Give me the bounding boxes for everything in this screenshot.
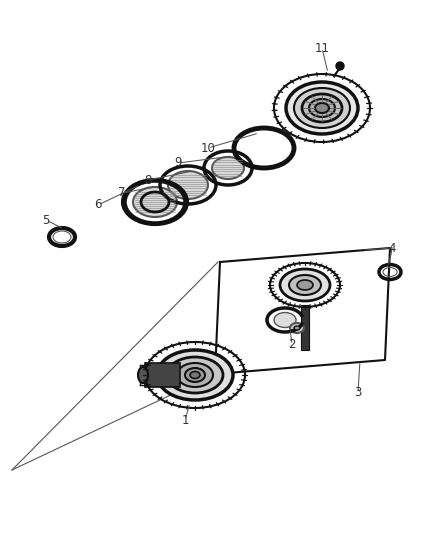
Ellipse shape — [294, 88, 350, 128]
Text: 9: 9 — [174, 157, 182, 169]
Ellipse shape — [168, 171, 208, 199]
Text: 5: 5 — [42, 214, 49, 227]
Text: 10: 10 — [201, 141, 215, 155]
Bar — [301, 305, 309, 350]
Text: 11: 11 — [314, 42, 329, 54]
Ellipse shape — [294, 326, 300, 330]
Ellipse shape — [280, 269, 330, 301]
Ellipse shape — [185, 368, 205, 382]
Ellipse shape — [212, 157, 244, 179]
Ellipse shape — [315, 103, 329, 113]
Circle shape — [336, 62, 344, 70]
Ellipse shape — [274, 312, 296, 327]
Text: 4: 4 — [388, 241, 396, 254]
Ellipse shape — [297, 280, 313, 290]
Text: 7: 7 — [118, 187, 126, 199]
Ellipse shape — [302, 94, 342, 122]
Text: 3: 3 — [354, 386, 362, 400]
Ellipse shape — [289, 275, 321, 295]
Ellipse shape — [290, 323, 304, 333]
Polygon shape — [145, 363, 180, 387]
Ellipse shape — [309, 99, 335, 117]
Text: 6: 6 — [94, 198, 102, 212]
Text: 8: 8 — [144, 174, 152, 187]
Text: 2: 2 — [288, 338, 296, 351]
Ellipse shape — [286, 82, 358, 134]
Text: 1: 1 — [181, 414, 189, 426]
Ellipse shape — [167, 357, 223, 393]
Ellipse shape — [190, 372, 200, 378]
Ellipse shape — [138, 367, 148, 383]
Ellipse shape — [133, 187, 177, 217]
Ellipse shape — [157, 350, 233, 400]
Ellipse shape — [177, 363, 213, 387]
